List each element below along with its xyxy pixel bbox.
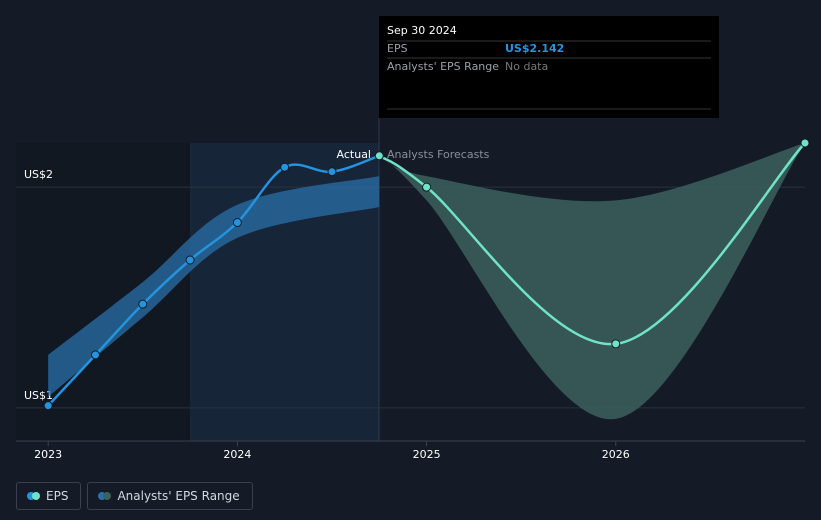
eps-point xyxy=(280,162,290,172)
legend-item[interactable]: Analysts' EPS Range xyxy=(87,482,253,510)
y-tick-label: US$2 xyxy=(24,168,53,181)
chart: US$1 US$2 2023 2024 2025 2026 Actual Analysts… xyxy=(16,16,810,461)
eps-point xyxy=(800,138,810,148)
tooltip-value: US$2.142 xyxy=(505,42,564,55)
x-tick-label: 2026 xyxy=(602,448,630,461)
tooltip-value: No data xyxy=(505,60,548,73)
forecast-label: Analysts Forecasts xyxy=(387,148,490,161)
tooltip-box xyxy=(379,16,719,118)
tooltip: Sep 30 2024 EPS US$2.142 Analysts' EPS R… xyxy=(379,16,719,118)
x-tick-label: 2024 xyxy=(223,448,251,461)
tooltip-label: Analysts' EPS Range xyxy=(387,60,499,73)
range-band xyxy=(379,143,805,420)
eps-point xyxy=(374,151,384,161)
actual-label: Actual xyxy=(337,148,371,161)
eps-point xyxy=(422,182,432,192)
eps-point xyxy=(611,339,621,349)
eps-point xyxy=(232,217,242,227)
legend: EPS Analysts' EPS Range xyxy=(16,482,253,510)
tooltip-label: EPS xyxy=(387,42,408,55)
eps-point xyxy=(138,299,148,309)
y-tick-label: US$1 xyxy=(24,389,53,402)
eps-line xyxy=(378,142,806,346)
x-tick-label: 2025 xyxy=(413,448,441,461)
x-tick-label: 2023 xyxy=(34,448,62,461)
eps-point xyxy=(327,167,337,177)
eps-point xyxy=(185,255,195,265)
legend-label: EPS xyxy=(46,489,69,503)
eps-point xyxy=(43,401,53,411)
legend-label: Analysts' EPS Range xyxy=(117,489,240,503)
tooltip-date: Sep 30 2024 xyxy=(387,24,457,37)
range-band xyxy=(48,176,380,397)
eps-point xyxy=(90,350,100,360)
legend-item[interactable]: EPS xyxy=(16,482,82,510)
